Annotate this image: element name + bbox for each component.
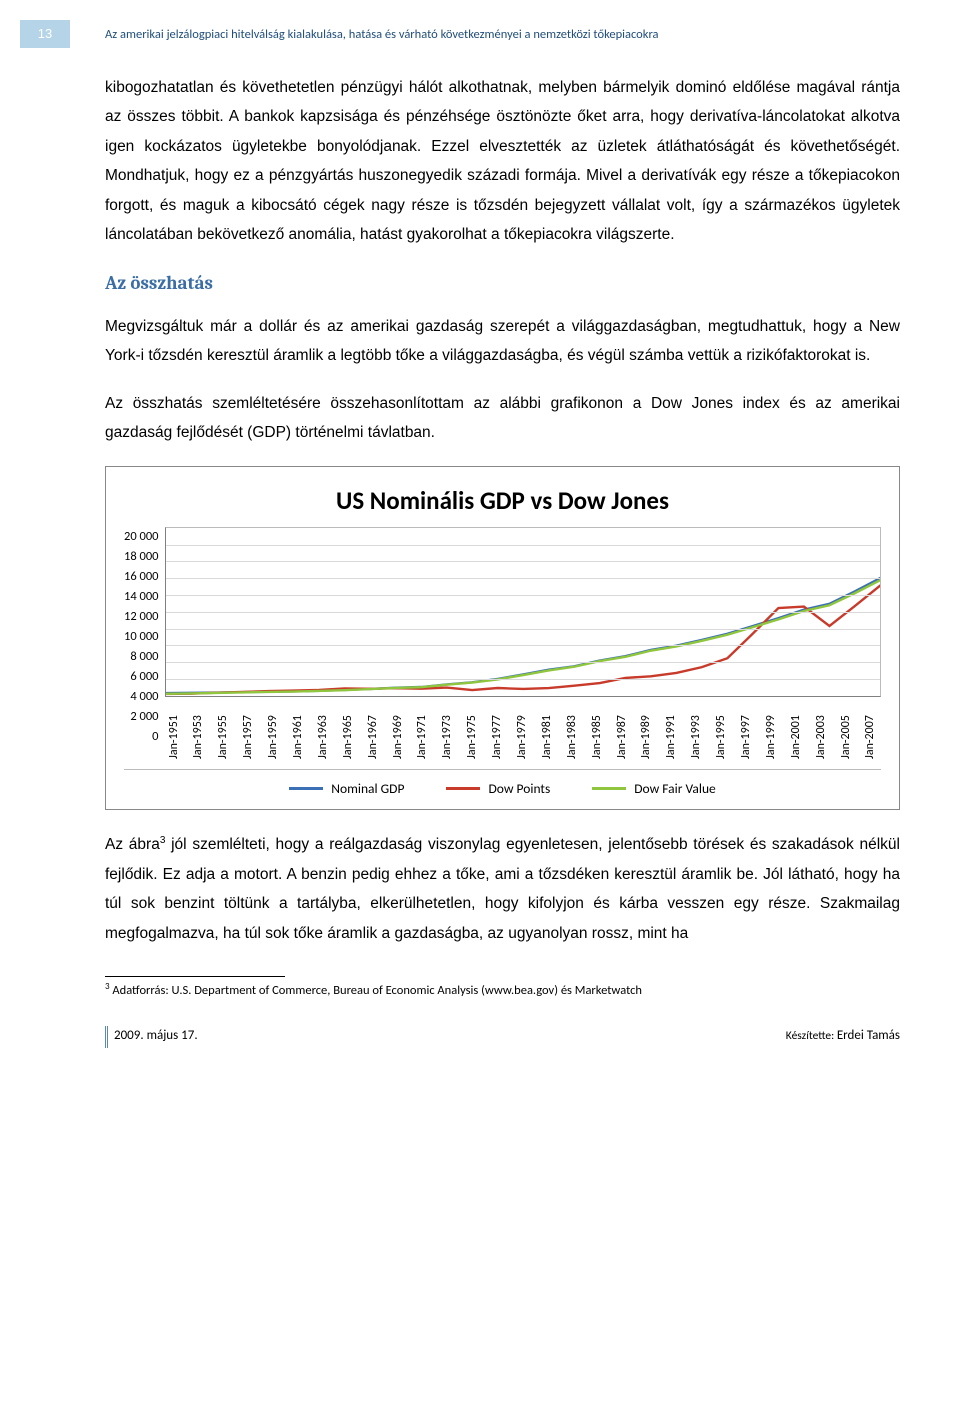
y-tick-label: 2 000 <box>124 707 159 727</box>
chart-legend: Nominal GDP Dow Points Dow Fair Value <box>124 769 881 800</box>
grid-line <box>166 578 880 579</box>
x-tick-label: Jan-1987 <box>613 701 632 759</box>
para4-post: jól szemlélteti, hogy a reálgazdaság vis… <box>105 836 900 941</box>
body-paragraph-3: Az összhatás szemléltetésére összehasonl… <box>105 389 900 448</box>
para4-pre: Az ábra <box>105 836 160 853</box>
page-number: 13 <box>38 24 52 45</box>
x-tick-label: Jan-1965 <box>339 701 358 759</box>
footer-author-label: Készítette: <box>786 1029 837 1043</box>
grid-line <box>166 679 880 680</box>
legend-item: Dow Fair Value <box>592 778 716 800</box>
y-tick-label: 18 000 <box>124 547 159 567</box>
chart-y-axis: 20 00018 00016 00014 00012 00010 0008 00… <box>124 527 165 697</box>
y-tick-label: 10 000 <box>124 627 159 647</box>
x-tick-label: Jan-1961 <box>289 701 308 759</box>
y-tick-label: 12 000 <box>124 607 159 627</box>
page-number-tab: 13 <box>20 20 70 48</box>
x-tick-label: Jan-1979 <box>513 701 532 759</box>
y-tick-label: 14 000 <box>124 587 159 607</box>
series-line <box>166 580 880 694</box>
x-tick-label: Jan-1985 <box>588 701 607 759</box>
footnote: 3 Adatforrás: U.S. Department of Commerc… <box>105 981 900 1000</box>
legend-item: Nominal GDP <box>289 778 404 800</box>
x-tick-label: Jan-1999 <box>762 701 781 759</box>
x-tick-label: Jan-1955 <box>214 701 233 759</box>
legend-label: Dow Points <box>488 778 550 800</box>
chart-x-axis: Jan-1951 Jan-1953 Jan-1955 Jan-1957 Jan-1959… <box>165 701 881 759</box>
grid-line <box>166 662 880 663</box>
grid-line <box>166 595 880 596</box>
x-tick-label: Jan-1971 <box>413 701 432 759</box>
legend-swatch <box>289 787 323 790</box>
x-tick-label: Jan-1953 <box>189 701 208 759</box>
x-tick-label: Jan-1981 <box>538 701 557 759</box>
x-tick-label: Jan-1997 <box>737 701 756 759</box>
x-tick-label: Jan-1977 <box>488 701 507 759</box>
footnote-text: Adatforrás: U.S. Department of Commerce,… <box>110 983 642 998</box>
x-tick-label: Jan-1989 <box>637 701 656 759</box>
footer-author-name: Erdei Tamás <box>837 1028 900 1043</box>
legend-swatch <box>446 787 480 790</box>
y-tick-label: 6 000 <box>124 667 159 687</box>
y-tick-label: 0 <box>124 727 159 747</box>
grid-line <box>166 612 880 613</box>
x-tick-label: Jan-1963 <box>314 701 333 759</box>
x-tick-label: Jan-1975 <box>463 701 482 759</box>
x-tick-label: Jan-1993 <box>687 701 706 759</box>
page-footer: 2009. május 17. Készítette: Erdei Tamás <box>105 1026 900 1048</box>
x-tick-label: Jan-2005 <box>837 701 856 759</box>
x-tick-label: Jan-2007 <box>861 701 880 759</box>
running-header: Az amerikai jelzálogpiaci hitelválság ki… <box>105 0 900 73</box>
footnote-rule <box>105 976 285 977</box>
legend-item: Dow Points <box>446 778 550 800</box>
x-tick-label: Jan-2001 <box>787 701 806 759</box>
chart-plot-area <box>165 527 881 697</box>
x-tick-label: Jan-1995 <box>712 701 731 759</box>
y-tick-label: 4 000 <box>124 687 159 707</box>
grid-line <box>166 545 880 546</box>
x-tick-label: Jan-1957 <box>239 701 258 759</box>
legend-swatch <box>592 787 626 790</box>
x-tick-label: Jan-1969 <box>389 701 408 759</box>
grid-line <box>166 645 880 646</box>
x-tick-label: Jan-1951 <box>165 701 184 759</box>
chart-container: US Nominális GDP vs Dow Jones 20 00018 0… <box>105 466 900 811</box>
body-paragraph-4: Az ábra3 jól szemlélteti, hogy a reálgaz… <box>105 830 900 948</box>
x-tick-label: Jan-1959 <box>264 701 283 759</box>
y-tick-label: 20 000 <box>124 527 159 547</box>
body-paragraph-1: kibogozhatatlan és követhetetlen pénzügy… <box>105 73 900 250</box>
x-tick-label: Jan-2003 <box>812 701 831 759</box>
chart-title: US Nominális GDP vs Dow Jones <box>124 481 881 521</box>
legend-label: Nominal GDP <box>331 778 404 800</box>
x-tick-label: Jan-1973 <box>438 701 457 759</box>
grid-line <box>166 561 880 562</box>
x-tick-label: Jan-1991 <box>662 701 681 759</box>
body-paragraph-2: Megvizsgáltuk már a dollár és az amerika… <box>105 312 900 371</box>
section-title: Az összhatás <box>105 268 900 298</box>
x-tick-label: Jan-1967 <box>364 701 383 759</box>
x-tick-label: Jan-1983 <box>563 701 582 759</box>
grid-line <box>166 629 880 630</box>
legend-label: Dow Fair Value <box>634 778 716 800</box>
footer-author: Készítette: Erdei Tamás <box>786 1026 900 1047</box>
y-tick-label: 8 000 <box>124 647 159 667</box>
series-line <box>166 585 880 694</box>
y-tick-label: 16 000 <box>124 567 159 587</box>
footer-date: 2009. május 17. <box>114 1026 198 1047</box>
